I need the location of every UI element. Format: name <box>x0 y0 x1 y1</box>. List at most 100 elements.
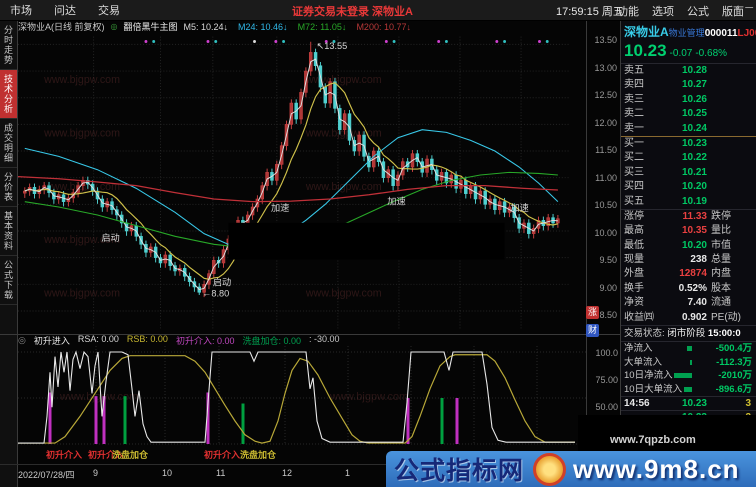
signal-label: 初升介入 <box>46 450 83 460</box>
sidebar-item-成交明细[interactable]: 成交明细 <box>0 119 17 168</box>
chart-header: 深物业A(日线 前复权) ◎ 翻倍黑牛主图 M5: 10.24↓ M24: 10.… <box>18 21 618 33</box>
price-tick: 11.50 <box>595 145 617 155</box>
quote-row-买二[interactable]: 买二 10.22 <box>621 151 756 165</box>
indicator-tick: 100.0 <box>595 348 618 358</box>
redaction-box-main <box>228 222 505 260</box>
candlestick-chart[interactable]: www.bjgpw.com www.bjgpw.com www.bjgpw.com w… <box>18 32 586 335</box>
menu-item-公式[interactable]: 公式 <box>687 6 709 18</box>
indicator-name[interactable]: 初升进入 <box>33 336 70 346</box>
svg-text:www.bjgpw.com: www.bjgpw.com <box>43 287 120 299</box>
quote-row-买四[interactable]: 买四 10.20 <box>621 180 756 194</box>
price-tick: 8.50 <box>599 310 617 320</box>
info-badge-财[interactable]: 财 <box>586 324 599 337</box>
sidebar-item-基本资料[interactable]: 基本资料 <box>0 207 17 256</box>
flow-value: -500.4万 <box>715 343 752 355</box>
row-label: 收益㈣ <box>624 311 654 323</box>
quote-row-收益㈣[interactable]: 收益㈣ 0.902 PE(动) <box>621 311 756 325</box>
quote-row-涨停[interactable]: 涨停 11.33 跌停 <box>621 208 756 224</box>
quote-row-换手[interactable]: 换手 0.52% 股本 <box>621 282 756 296</box>
menu-item-版面[interactable]: 版面 <box>722 6 744 18</box>
chart-title: 深物业A(日线 前复权) <box>18 22 105 32</box>
indicator-toggle-icon[interactable]: ◎ <box>110 22 118 31</box>
price-tick: 9.00 <box>599 282 617 293</box>
svg-text:www.bjgpw.com: www.bjgpw.com <box>43 181 120 193</box>
row-label-2: 流通 <box>711 297 731 309</box>
row-label: 买二 <box>624 152 644 164</box>
sidebar-item-分时走势[interactable]: 分时走势 <box>0 21 17 70</box>
menu-item-市场[interactable]: 市场 <box>10 5 32 17</box>
indicator-collapse-icon[interactable]: ◎ <box>18 335 26 345</box>
row-label-2: PE(动) <box>711 311 741 323</box>
quote-row-买五[interactable]: 买五 10.19 <box>621 195 756 209</box>
row-label-2: 内盘 <box>711 268 731 280</box>
row-value: 238 <box>690 254 707 266</box>
info-badge-涨[interactable]: 涨 <box>586 306 599 319</box>
stock-name: 深物业A <box>624 25 669 39</box>
price-change: -0.07 <box>669 48 693 59</box>
row-value: 10.35 <box>681 225 707 237</box>
row-label: 换手 <box>624 282 644 294</box>
signal-label: 初升介入 <box>88 450 125 460</box>
quote-row-卖三[interactable]: 卖三 10.26 <box>621 93 756 107</box>
quote-row-外盘[interactable]: 外盘 12874 内盘 <box>621 267 756 281</box>
indicator-field: : -30.00 <box>309 334 340 344</box>
menu-item-功能[interactable]: 功能 <box>617 6 639 18</box>
login-alert[interactable]: 证券交易未登录 深物业A <box>292 6 413 18</box>
price-tick: 10.50 <box>594 200 617 210</box>
quote-row-卖一[interactable]: 卖一 10.24 <box>621 122 756 136</box>
svg-text:www.bjgpw.com: www.bjgpw.com <box>43 234 120 246</box>
row-value: 10.27 <box>681 79 707 91</box>
main-indicator-name[interactable]: 翻倍黑牛主图 <box>123 22 178 32</box>
row-value: 0.52% <box>678 282 707 294</box>
date-axis-divider <box>0 464 420 465</box>
svg-text:www.bjgpw.com: www.bjgpw.com <box>43 74 120 86</box>
price-tick: 13.50 <box>594 35 617 45</box>
menu-right: 功能 选项 公式 版面 <box>617 3 744 19</box>
quote-row-现量[interactable]: 现量 238 总量 <box>621 253 756 267</box>
quote-row-买一[interactable]: 买一 10.23 <box>621 135 756 151</box>
quote-row-净资[interactable]: 净资 7.40 流通 <box>621 296 756 310</box>
menu-item-问达[interactable]: 问达 <box>54 5 76 17</box>
chart-annotation: ←8.80 <box>202 288 229 298</box>
quote-row-买三[interactable]: 买三 10.21 <box>621 166 756 180</box>
flow-row-10日大单流入: 10日大单流入 -896.6万 <box>624 383 752 395</box>
sidebar-item-分价表[interactable]: 分价表 <box>0 168 17 207</box>
quote-row-最高[interactable]: 最高 10.35 量比 <box>621 224 756 238</box>
row-value: 10.19 <box>681 195 707 207</box>
site-url[interactable]: www.9m8.cn <box>573 453 740 484</box>
row-label: 买一 <box>624 137 644 149</box>
row-label: 卖一 <box>624 122 644 134</box>
date-axis: 2022/07/28/四 9 10 11 12 1 <box>0 466 420 482</box>
month-tick: 12 <box>282 468 293 478</box>
site-logo-icon <box>533 452 567 486</box>
price-tick: 11.00 <box>595 172 617 183</box>
tick-row: 14:56 10.23 3 <box>621 396 756 410</box>
menu-item-交易[interactable]: 交易 <box>98 5 120 17</box>
minimize-icon[interactable]: ─ <box>745 2 753 14</box>
sidebar-item-公式下载[interactable]: 公式下载 <box>0 256 17 305</box>
quote-row-卖四[interactable]: 卖四 10.27 <box>621 78 756 92</box>
flow-bar <box>690 359 692 365</box>
flow-bar <box>687 346 692 352</box>
price-tick: 9.50 <box>599 255 617 265</box>
industry-label[interactable]: 物业管理 <box>668 28 705 38</box>
svg-text:www.bjgpw.com: www.bjgpw.com <box>305 127 382 139</box>
row-value: 10.28 <box>681 65 707 76</box>
top-menu-bar: 市场 问达 交易 证券交易未登录 深物业A 17:59:15 周五 功能 选项 公式 版面… <box>0 0 756 21</box>
row-label: 卖三 <box>624 93 644 105</box>
chart-annotation: ↖13.55 <box>317 41 348 51</box>
quote-row-卖五[interactable]: 卖五 10.28 <box>621 64 756 78</box>
menu-item-选项[interactable]: 选项 <box>652 6 674 18</box>
svg-text:www.bjgpw.com: www.bjgpw.com <box>305 287 382 299</box>
indicator-chart[interactable]: www.bjgpw.com www.bjgpw.com <box>18 346 586 446</box>
month-tick: 1 <box>345 468 351 478</box>
signal-label: 洗盘加仓 <box>240 450 277 460</box>
sidebar-item-技术分析[interactable]: 技术分析 <box>0 70 17 119</box>
collapse-icon[interactable]: ‹ <box>735 2 740 14</box>
flow-row-大单流入: 大单流入 -112.3万 <box>624 356 752 368</box>
ma-value: M200: 10.77↓ <box>356 21 411 32</box>
quote-row-卖二[interactable]: 卖二 10.25 <box>621 107 756 121</box>
row-label: 买五 <box>624 195 644 207</box>
quote-row-最低[interactable]: 最低 10.20 市值 <box>621 239 756 253</box>
